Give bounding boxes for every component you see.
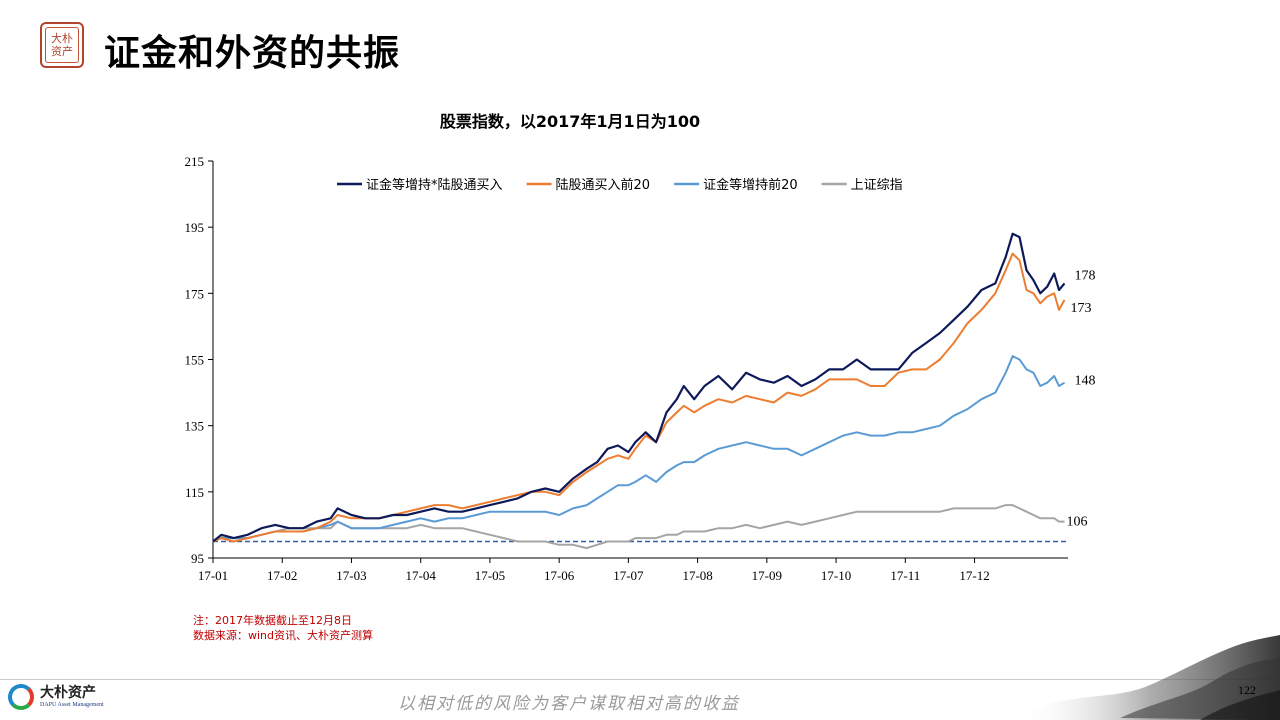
y-tick-label: 195 [185,220,205,235]
legend-label: 证金等增持*陆股通买入 [366,177,503,193]
page-number: 122 [1238,683,1256,697]
series-line [212,252,1066,543]
series-end-label: 106 [1067,515,1088,530]
x-tick-label: 17-12 [959,568,989,583]
logo-brand-en: DAPU Asset Management [40,702,104,708]
y-tick-label: 155 [185,353,205,368]
legend-label: 陆股通买入前20 [556,177,651,193]
x-tick-label: 17-04 [406,568,437,583]
x-tick-label: 17-10 [821,568,851,583]
legend-label: 证金等增持前20 [703,177,798,193]
footer-slogan: 以相对低的风险为客户谋取相对高的收益 [398,694,740,714]
x-tick-label: 17-07 [613,568,644,583]
y-tick-label: 115 [185,485,204,500]
y-tick-label: 135 [185,419,205,434]
y-tick-label: 95 [191,551,204,566]
page-title: 证金和外资的共振 [104,33,401,74]
legend-label: 上证综指 [851,178,903,193]
ink-landscape-decoration-icon [1020,635,1280,720]
x-tick-label: 17-11 [890,568,920,583]
series-end-label: 173 [1071,301,1092,316]
note-data-source: 数据来源：wind资讯、大朴资产测算 [193,629,374,642]
x-tick-label: 17-03 [336,568,366,583]
chart-title: 股票指数，以2017年1月1日为100 [439,112,701,131]
footer-divider [0,679,1280,680]
seal-stamp-text: 大朴 资产 [45,27,79,63]
x-tick-label: 17-02 [267,568,297,583]
x-tick-label: 17-09 [752,568,782,583]
logo-brand-cn: 大朴资产 [40,685,96,701]
series-line [212,232,1066,543]
x-tick-label: 17-01 [198,568,228,583]
x-tick-label: 17-05 [475,568,505,583]
company-logo: 大朴资产 DAPU Asset Management [8,684,104,710]
series-end-label: 148 [1075,374,1096,389]
y-tick-label: 175 [185,286,205,301]
series-line [212,355,1066,543]
y-tick-label: 215 [185,154,205,169]
note-data-cutoff: 注：2017年数据截止至12月8日 [193,614,352,627]
logo-ring-icon [8,684,34,710]
x-tick-label: 17-06 [544,568,575,583]
chart-notes: 注：2017年数据截止至12月8日 数据来源：wind资讯、大朴资产测算 [193,613,373,643]
x-tick-label: 17-08 [682,568,712,583]
series-end-label: 178 [1075,268,1096,283]
company-seal: 大朴 资产 [40,22,84,68]
